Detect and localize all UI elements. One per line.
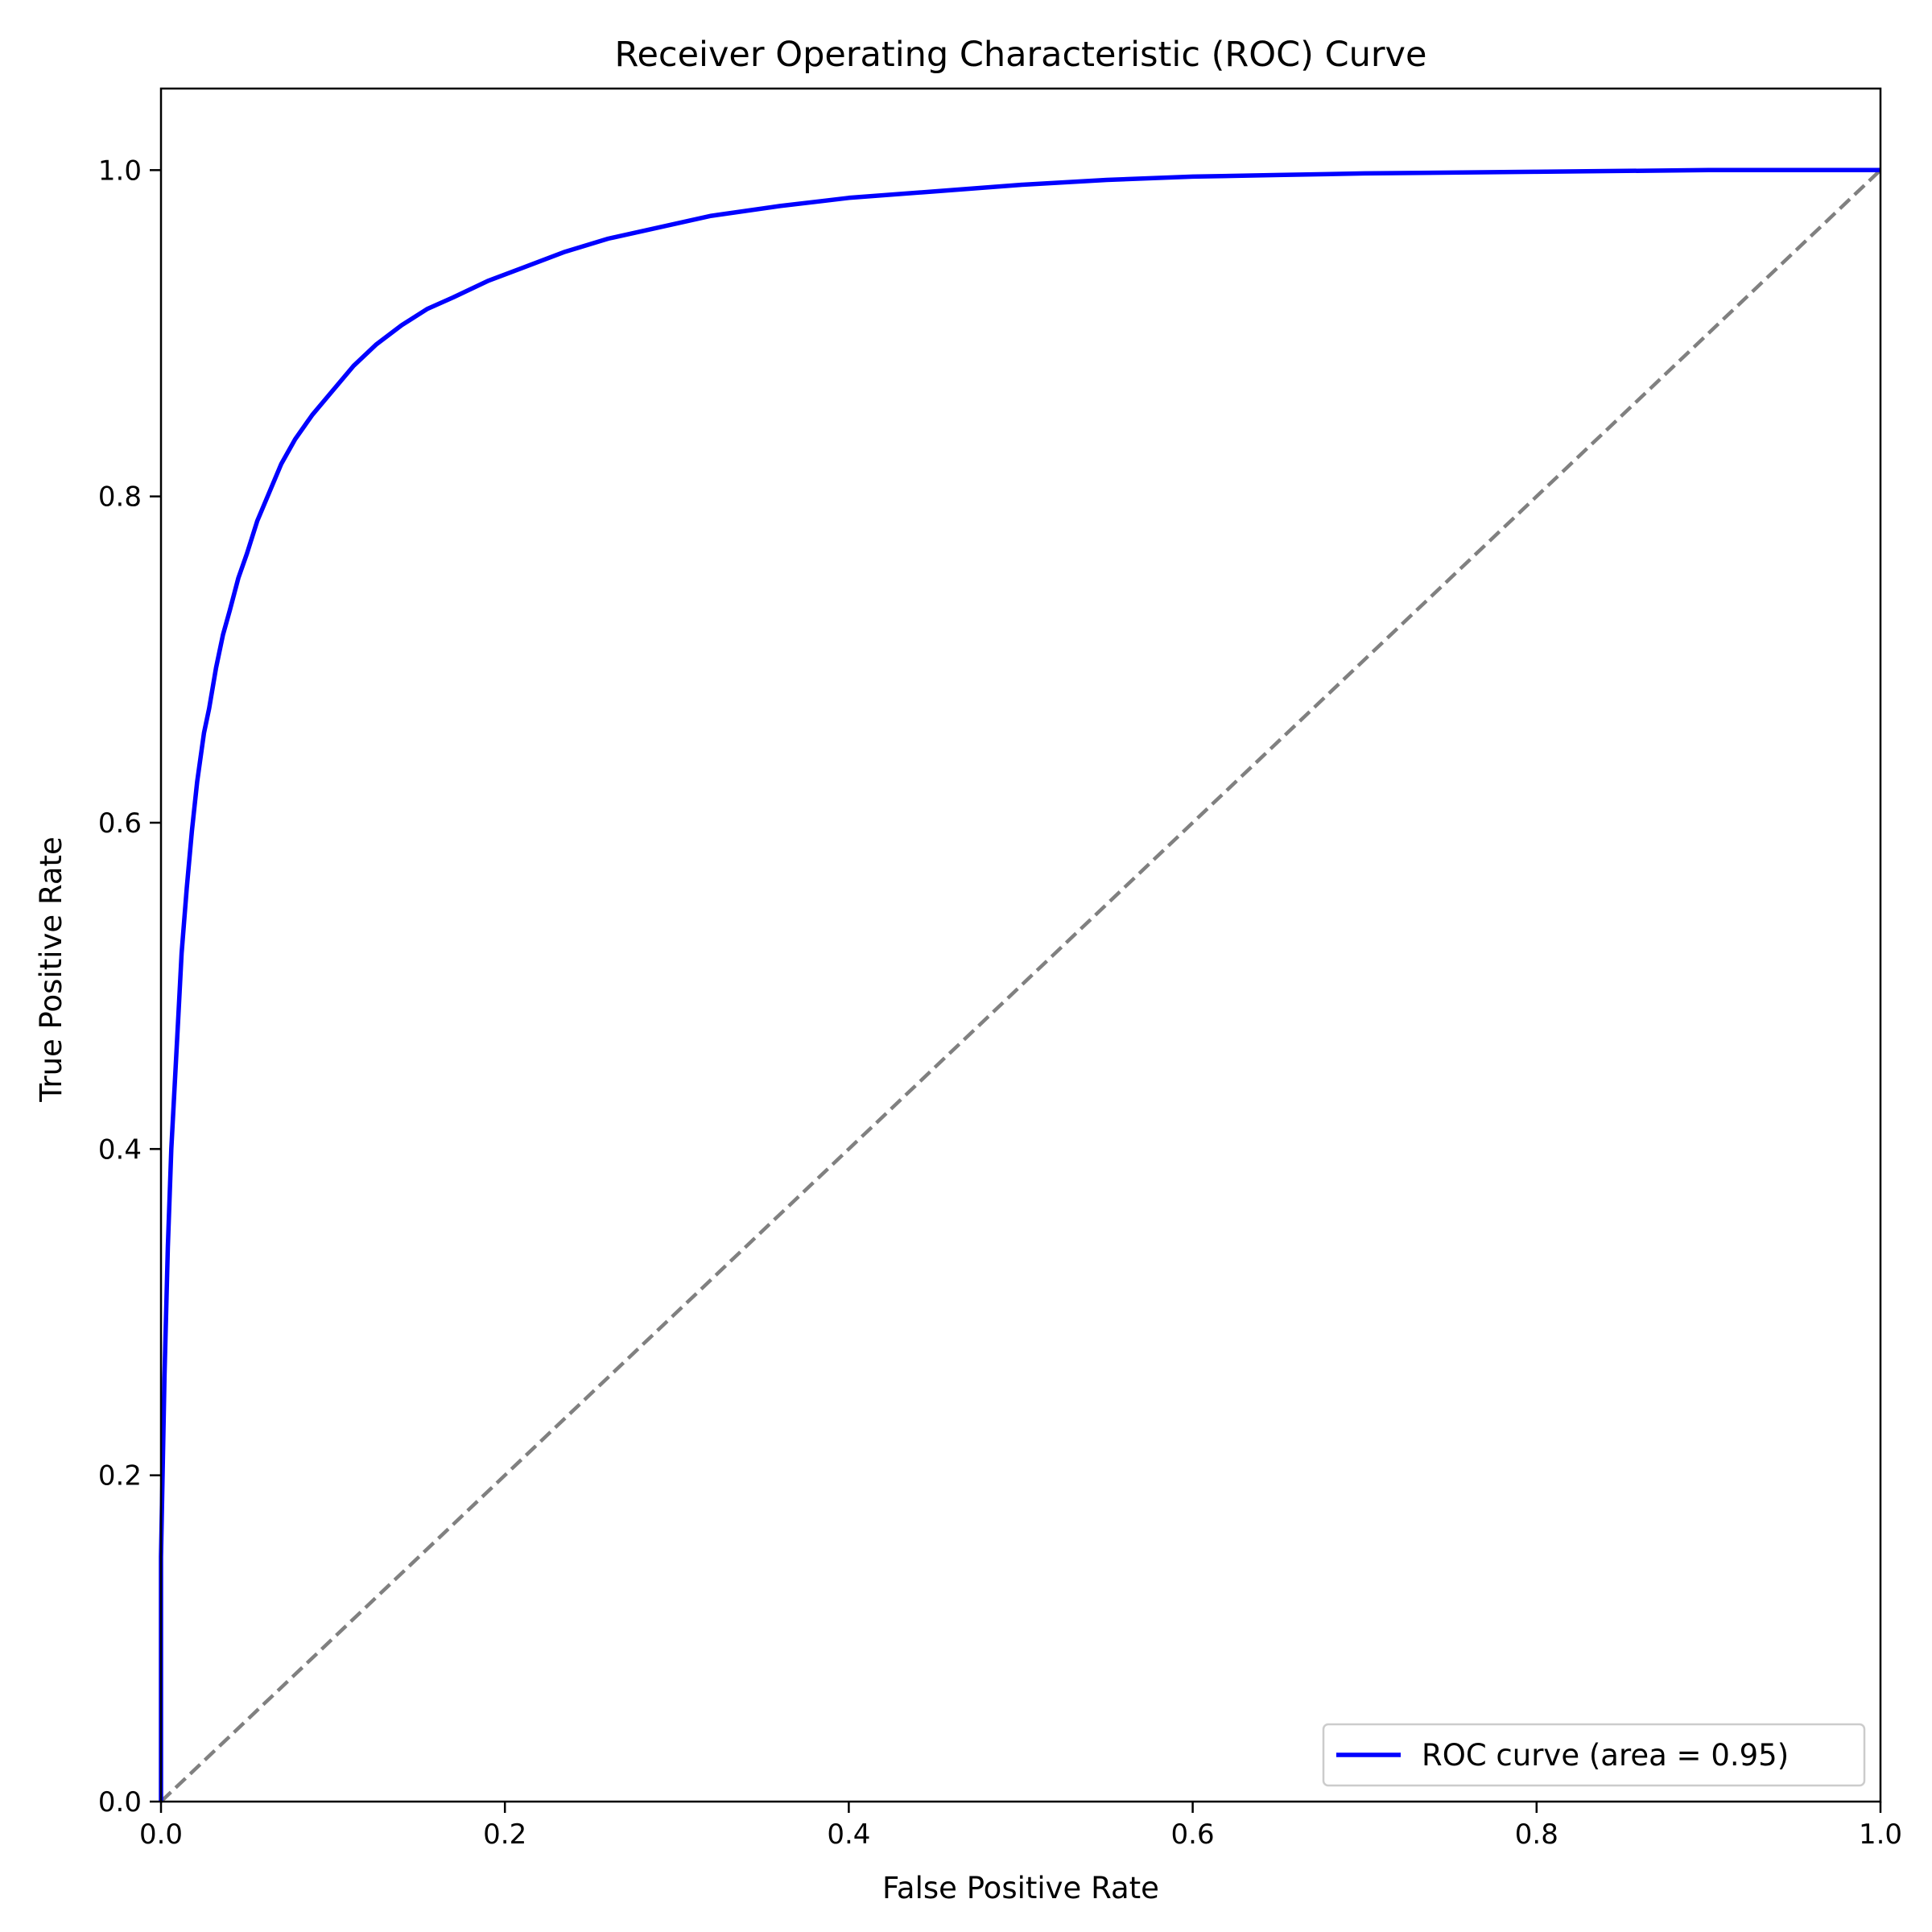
y-tick-label: 1.0 (98, 155, 142, 187)
x-tick-label: 0.0 (139, 1818, 183, 1851)
x-tick-label: 1.0 (1859, 1818, 1902, 1851)
diagonal-reference-line (159, 168, 1882, 1803)
legend-box (1322, 1723, 1866, 1787)
y-tick-label: 0.4 (98, 1133, 142, 1166)
roc-curve-line (159, 167, 1880, 1802)
x-tick-label: 0.4 (827, 1818, 870, 1851)
x-axis-label: False Positive Rate (882, 1871, 1159, 1905)
x-tick-label: 0.2 (483, 1818, 526, 1851)
y-tick-label: 0.2 (98, 1460, 142, 1492)
y-tick-label: 0.8 (98, 481, 142, 514)
chart-title: Receiver Operating Characteristic (ROC) … (615, 35, 1427, 75)
x-tick-label: 0.6 (1171, 1818, 1215, 1851)
plot-area: 0.0 0.2 0.4 0.6 0.8 1.0 0.0 0.2 0.4 0.6 0.8 1.0 ROC … (98, 87, 1902, 1851)
y-axis-label: True Positive Rate (34, 836, 68, 1103)
y-tick-label: 0.0 (98, 1786, 142, 1818)
legend-entry-label: ROC curve (area = 0.95) (1422, 1738, 1789, 1773)
axes-frame (159, 87, 1882, 1803)
y-tick-label: 0.6 (98, 807, 142, 840)
x-tick-label: 0.8 (1515, 1818, 1558, 1851)
